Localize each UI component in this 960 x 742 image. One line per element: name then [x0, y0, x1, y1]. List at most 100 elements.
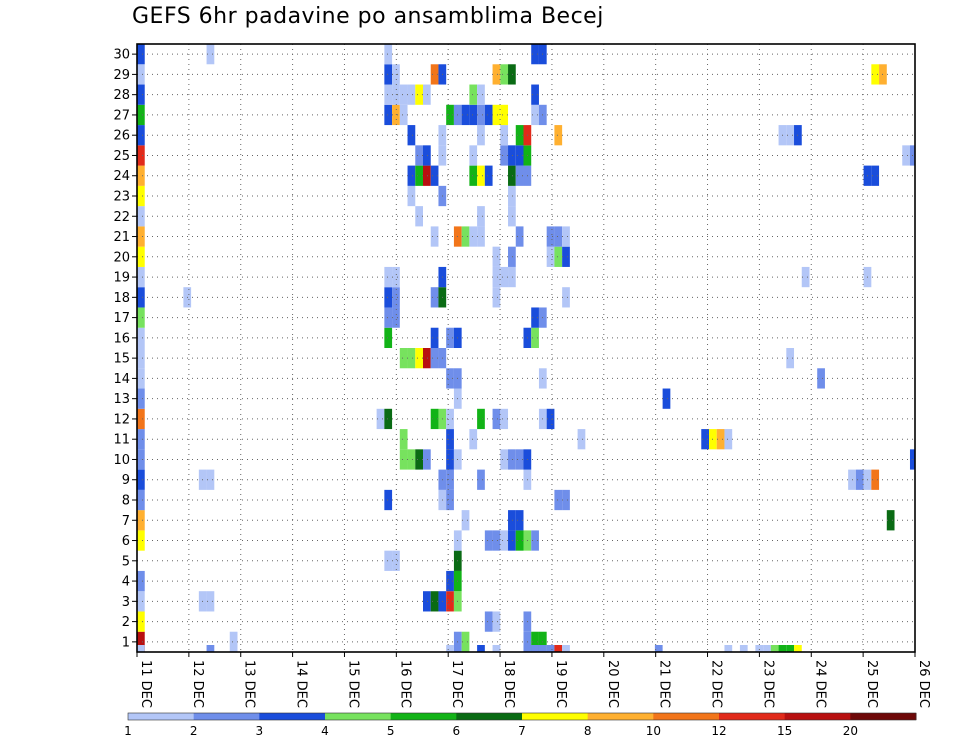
heatmap-cell: [469, 226, 478, 247]
heatmap-cell: [137, 307, 145, 328]
heatmap-cell: [137, 266, 145, 288]
legend-swatch: [522, 713, 589, 720]
heatmap-cell: [423, 145, 431, 166]
heatmap-cell: [137, 645, 145, 652]
heatmap-cell: [484, 165, 493, 186]
legend-label: 4: [321, 724, 329, 738]
heatmap-cell: [137, 185, 145, 207]
y-tick-label: 22: [113, 210, 130, 225]
heatmap-cell: [137, 570, 145, 592]
heatmap-cell: [500, 266, 509, 288]
heatmap-cell: [477, 645, 485, 652]
heatmap-cell: [508, 449, 516, 470]
legend-frame: [127, 712, 917, 721]
heatmap-cell: [430, 287, 439, 308]
heatmap-cell: [786, 348, 795, 369]
heatmap-cell: [500, 104, 509, 126]
heatmap-cell: [515, 510, 524, 531]
y-tick-label: 25: [113, 149, 130, 164]
heatmap-cell: [855, 469, 864, 490]
heatmap-cell: [500, 145, 509, 166]
heatmap-cell: [477, 408, 485, 430]
heatmap-cell: [415, 84, 423, 105]
heatmap-cell: [407, 165, 416, 186]
heatmap-cell: [500, 64, 509, 85]
x-tick-label: 24 DEC: [812, 660, 827, 708]
heatmap-cell: [399, 348, 408, 369]
heatmap-cell: [701, 429, 709, 450]
y-tick-label: 15: [113, 352, 130, 367]
heatmap-cell: [654, 645, 663, 652]
heatmap-cell: [554, 226, 563, 247]
heatmap-cell: [508, 64, 516, 85]
heatmap-cell: [446, 408, 454, 430]
heatmap-cell: [415, 165, 423, 186]
x-tick-label: 13 DEC: [242, 660, 257, 708]
heatmap-cell: [531, 84, 539, 105]
heatmap-cell: [407, 185, 416, 207]
heatmap-cell: [508, 530, 516, 551]
legend-swatch: [390, 713, 457, 720]
heatmap-cell: [492, 530, 501, 551]
heatmap-cell: [407, 125, 416, 146]
heatmap-cell: [384, 550, 393, 571]
legend-label: 5: [387, 724, 395, 738]
x-tick-label: 17 DEC: [449, 660, 464, 708]
heatmap-cell: [423, 449, 431, 470]
legend-label: 2: [190, 724, 198, 738]
heatmap-cell: [446, 570, 454, 592]
legend-swatch: [259, 713, 326, 720]
heatmap-cell: [376, 408, 385, 430]
heatmap-cell: [384, 307, 393, 328]
heatmap-cell: [546, 246, 555, 267]
heatmap-cell: [399, 429, 408, 450]
heatmap-cell: [515, 165, 524, 186]
heatmap-cell: [500, 449, 509, 470]
y-tick-label: 29: [113, 68, 130, 83]
heatmap-cell: [577, 429, 586, 450]
heatmap-cell: [137, 611, 145, 632]
heatmap-cell: [515, 145, 524, 166]
legend-swatch: [456, 713, 523, 720]
heatmap-cell: [137, 165, 145, 186]
heatmap-cell: [531, 104, 539, 126]
legend-label: 20: [843, 724, 858, 738]
legend-swatch: [850, 713, 917, 720]
legend-label: 12: [711, 724, 726, 738]
heatmap-cell: [415, 348, 423, 369]
heatmap-cell: [531, 645, 539, 652]
heatmap-cell: [523, 645, 532, 652]
heatmap-cell: [137, 368, 145, 389]
x-tick-label: 11 DEC: [138, 660, 153, 708]
heatmap-cell: [137, 591, 145, 612]
heatmap-cell: [446, 645, 454, 652]
heatmap-cell: [515, 449, 524, 470]
heatmap-cell: [477, 125, 485, 146]
heatmap-cell: [423, 165, 431, 186]
heatmap-cell: [392, 266, 400, 288]
heatmap-cell: [384, 327, 393, 348]
x-tick-label: 25 DEC: [864, 660, 879, 708]
heatmap-cell: [492, 408, 501, 430]
y-tick-label: 28: [113, 88, 130, 103]
heatmap-cell: [137, 145, 145, 166]
heatmap-cell: [871, 469, 880, 490]
heatmap-cell: [546, 645, 555, 652]
heatmap-cell: [492, 645, 501, 652]
heatmap-cell: [902, 145, 910, 166]
heatmap-cell: [384, 64, 393, 85]
y-tick-label: 24: [113, 169, 130, 184]
y-tick-label: 4: [122, 575, 130, 590]
heatmap-cell: [886, 510, 895, 531]
legend-swatch: [128, 713, 195, 720]
y-tick-label: 21: [113, 230, 130, 245]
heatmap-cell: [137, 84, 145, 105]
legend-swatch: [587, 713, 654, 720]
y-tick-label: 18: [113, 291, 130, 306]
heatmap-cell: [508, 165, 516, 186]
heatmap-cell: [786, 645, 795, 652]
heatmap-cell: [469, 165, 478, 186]
heatmap-cell: [206, 645, 215, 652]
heatmap-cell: [137, 489, 145, 511]
heatmap-cell: [430, 591, 439, 612]
